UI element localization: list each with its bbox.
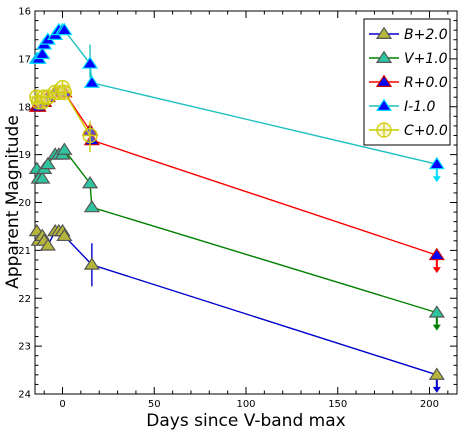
data-point: [83, 75, 100, 88]
legend-entry: V+1.0: [369, 50, 448, 67]
data-point: [83, 199, 100, 213]
x-tick-label: 0: [59, 399, 65, 410]
x-tick-label: 150: [328, 399, 347, 410]
x-tick-label: 200: [420, 399, 439, 410]
data-point: [56, 142, 73, 155]
data-point: [34, 46, 51, 60]
axis-ticks: 0 50 100 150 200 16 17 18 19 20 21 22 23 24: [18, 7, 457, 410]
legend-entry: B+2.0: [369, 26, 448, 43]
upper-limit-arrowhead: [432, 324, 441, 331]
upper-limit-arrowhead: [432, 267, 441, 274]
y-tick-label: 19: [18, 150, 31, 161]
data-point: [81, 175, 99, 189]
legend: B+2.0 V+1.0 R+0.0 I-1.0 C+0.0: [363, 18, 451, 146]
data-point: [82, 127, 98, 144]
legend-label: C+0.0: [404, 123, 448, 139]
legend-label: R+0.0: [404, 75, 448, 91]
x-tick-label: 50: [148, 399, 161, 410]
data-point: [34, 171, 51, 184]
legend-entry: R+0.0: [369, 74, 448, 91]
series-4: [29, 79, 98, 153]
legend-marker: [376, 122, 392, 138]
upper-limit-arrowhead: [432, 176, 441, 183]
data-point: [83, 257, 100, 270]
legend-label: I-1.0: [404, 99, 436, 115]
legend-entry: I-1.0: [369, 98, 436, 115]
data-point: [428, 156, 445, 170]
y-axis-label: Apparent Magnitude: [3, 115, 23, 289]
y-tick-label: 22: [18, 294, 31, 305]
y-tick-label: 20: [18, 198, 31, 209]
y-tick-label: 23: [18, 342, 31, 353]
series-group: [28, 22, 445, 393]
legend-marker: [375, 98, 393, 112]
y-tick-label: 17: [18, 54, 31, 65]
y-tick-label: 21: [18, 246, 31, 257]
data-point: [39, 156, 56, 170]
legend-marker: [375, 26, 393, 40]
data-point: [39, 238, 56, 251]
legend-label: V+1.0: [404, 51, 448, 67]
upper-limit-arrowhead: [432, 386, 441, 393]
data-point: [428, 247, 445, 261]
data-point: [81, 56, 99, 69]
data-point: [56, 22, 73, 36]
data-point: [56, 84, 73, 101]
legend-marker: [375, 74, 393, 88]
legend-label: B+2.0: [404, 27, 448, 43]
series-3: [28, 22, 445, 183]
data-point: [56, 228, 73, 242]
y-tick-label: 16: [18, 7, 31, 18]
y-tick-label: 24: [18, 390, 31, 401]
data-point: [428, 305, 445, 318]
series-1: [28, 142, 445, 331]
y-tick-label: 18: [18, 102, 31, 113]
x-axis-label: Days since V-band max: [146, 411, 345, 431]
data-point: [428, 367, 445, 380]
legend-marker: [375, 50, 393, 64]
x-tick-label: 100: [236, 399, 255, 410]
series-0: [28, 223, 445, 393]
legend-entry: C+0.0: [369, 122, 448, 139]
